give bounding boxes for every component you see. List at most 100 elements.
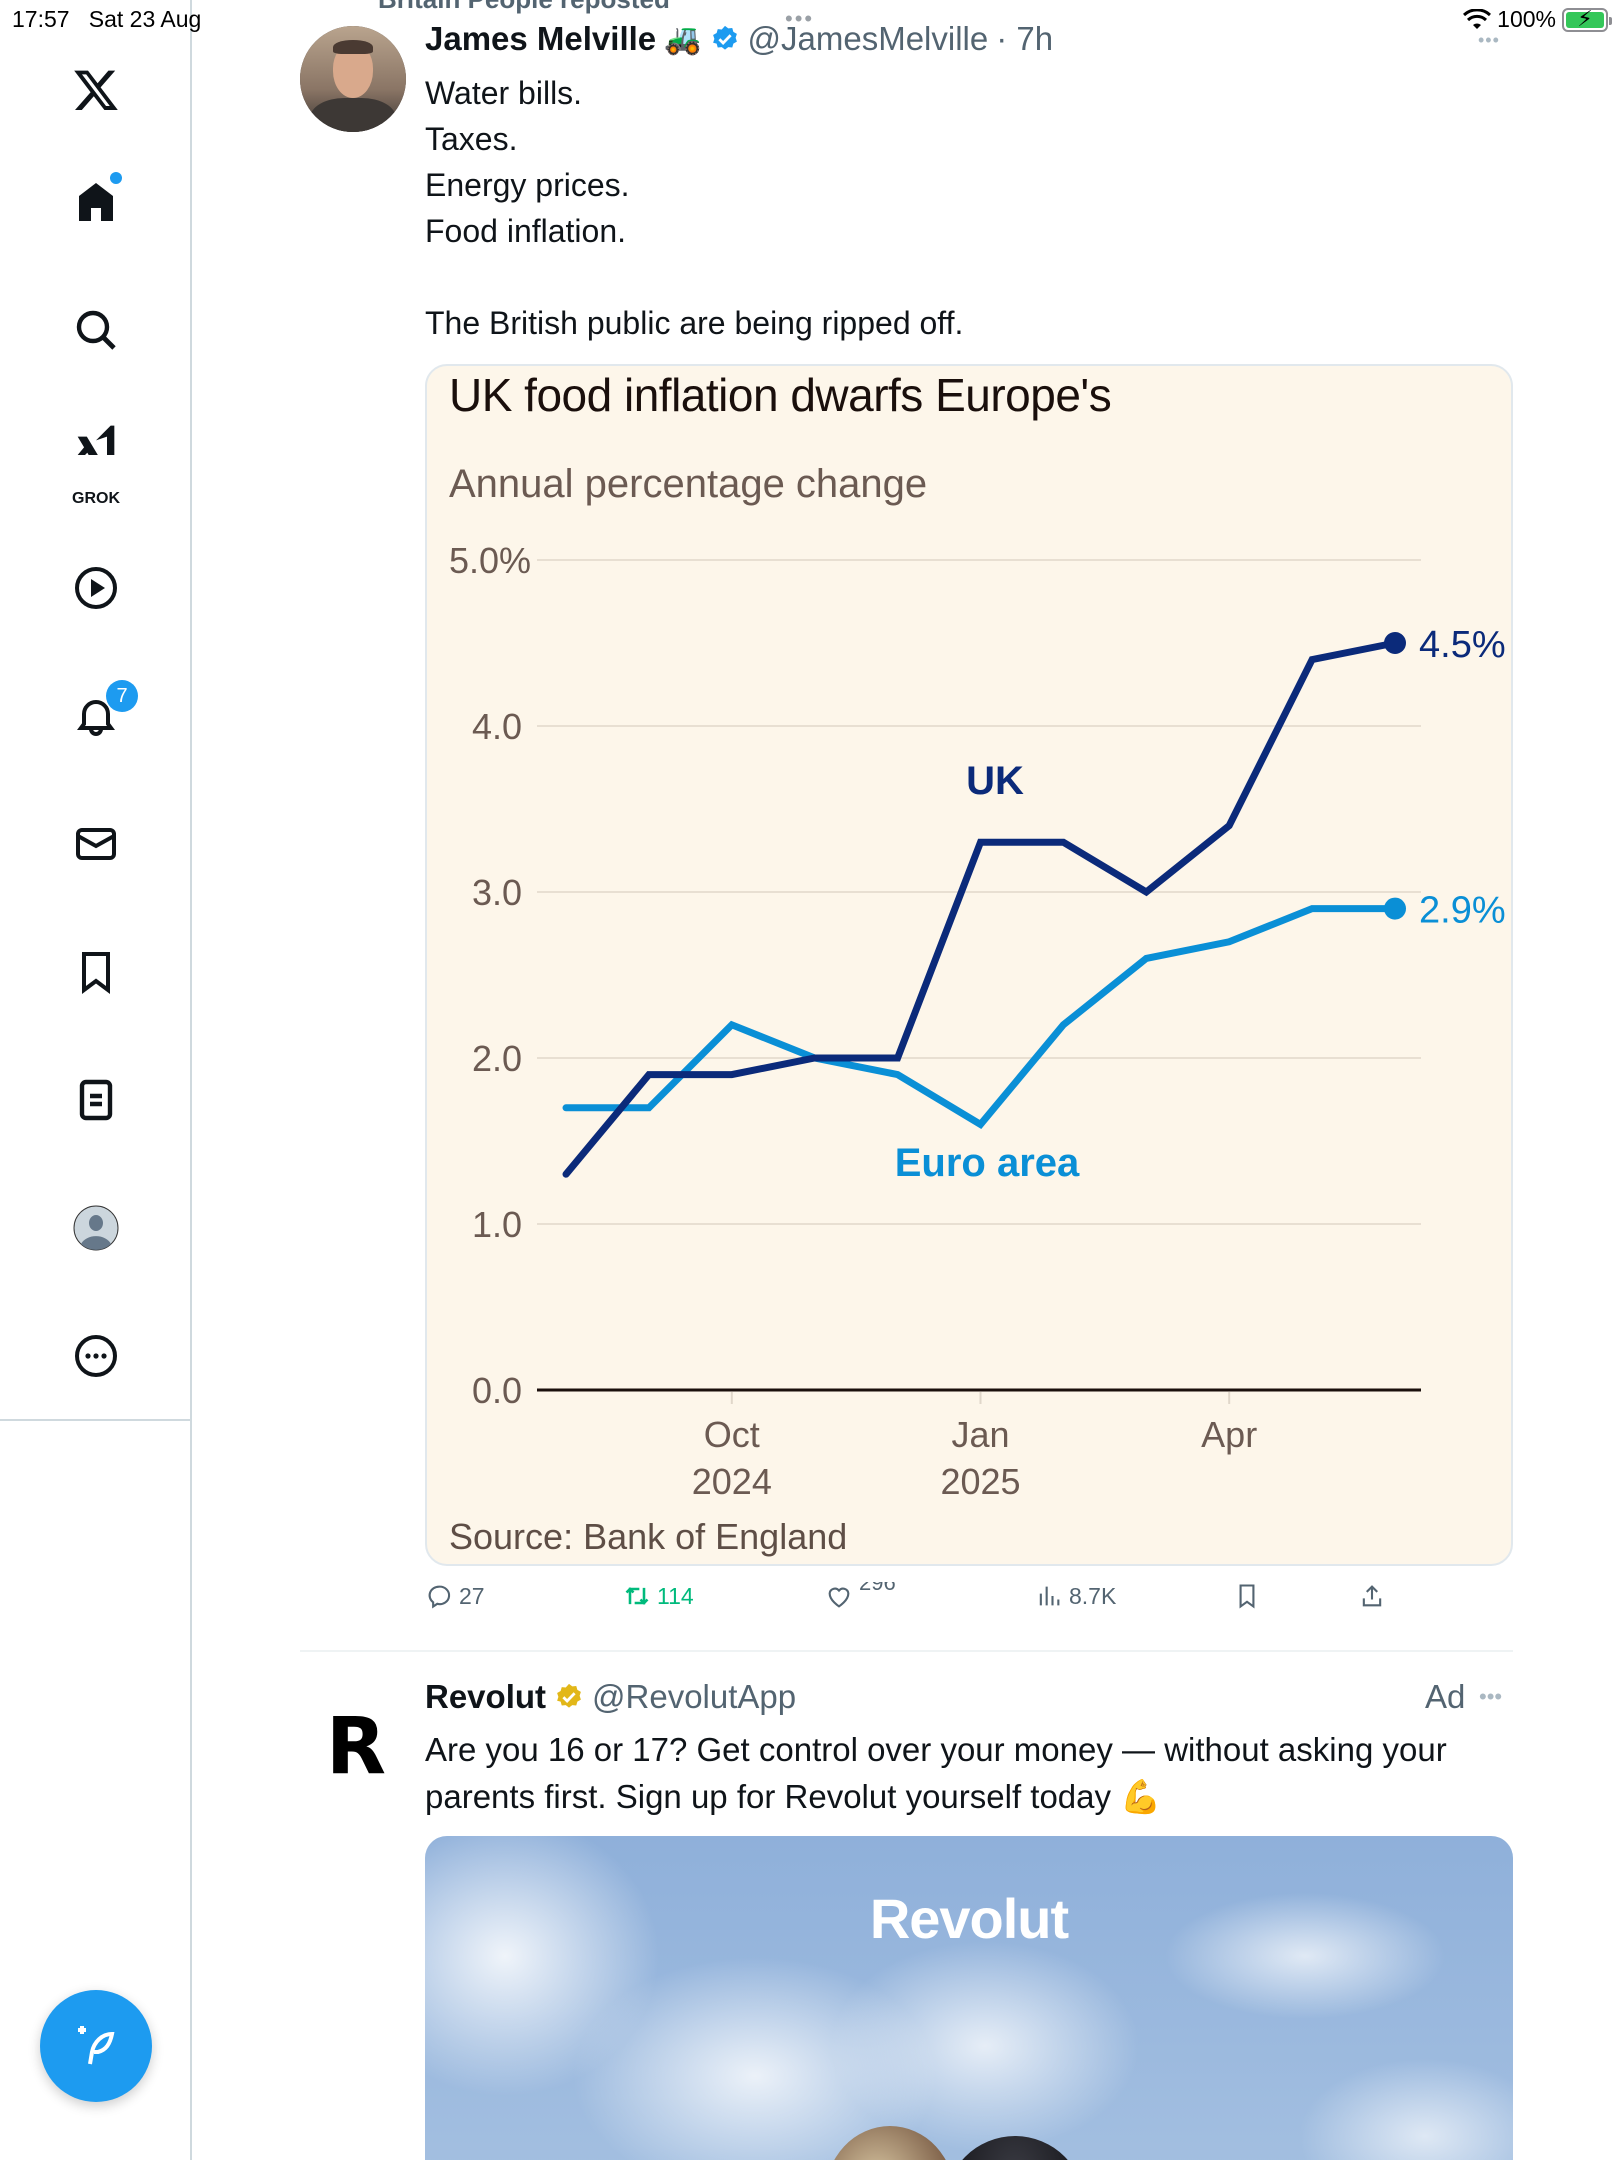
bell-icon [77, 700, 115, 736]
status-bar: 17:57 Sat 23 Aug 100% ⚡ [0, 0, 1620, 40]
sidebar: GROK 7 [0, 0, 192, 2160]
y-tick-label: 4.0 [472, 706, 522, 747]
views-count: 8.7K [1069, 1582, 1117, 1609]
like-count: 296 [859, 1582, 896, 1595]
reply-count: 27 [459, 1582, 485, 1609]
sidebar-divider [0, 1419, 192, 1421]
compose-post-button[interactable] [40, 1990, 152, 2102]
ad-media-person [945, 2136, 1085, 2160]
author-name[interactable]: James Melville [425, 20, 657, 57]
sidebar-item-explore[interactable] [56, 290, 136, 370]
bookmark-icon [1239, 1584, 1255, 1609]
ad-media-image[interactable]: Revolut [425, 1836, 1513, 2160]
share-icon [1362, 1585, 1382, 1607]
home-notification-dot [110, 172, 122, 184]
chart-source: Source: Bank of England [449, 1516, 848, 1557]
compose-feather-icon [78, 2026, 115, 2065]
sidebar-item-notifications[interactable]: 7 [56, 676, 138, 756]
sidebar-item-bookmarks[interactable] [56, 932, 136, 1012]
repost-icon [625, 1587, 649, 1605]
series-line-uk [562, 639, 1399, 1178]
author-handle[interactable]: @JamesMelville [747, 20, 989, 57]
ad-handle[interactable]: @RevolutApp [592, 1678, 797, 1715]
tweet-actions: 27 114 296 8.7K [425, 1582, 1513, 1622]
reply-icon [428, 1585, 451, 1609]
tweet-line: Food inflation. [425, 213, 627, 249]
tweet-line: The British public are being ripped off. [425, 305, 964, 341]
tweet-line: Water bills. [425, 75, 583, 111]
heart-icon [828, 1587, 850, 1608]
sidebar-item-home[interactable] [56, 162, 136, 242]
ad-author-name[interactable]: Revolut [425, 1678, 547, 1715]
repost-indicator[interactable]: Britain People reposted [378, 0, 670, 15]
x-logo-icon [74, 70, 118, 110]
tractor-emoji: 🚜 [664, 22, 702, 56]
sidebar-item-grok[interactable]: GROK [56, 418, 136, 510]
status-time-date: 17:57 Sat 23 Aug [12, 6, 202, 32]
mail-icon [76, 828, 116, 860]
series-label-euro-area: Euro area [895, 1141, 1080, 1185]
ad-text: Are you 16 or 17? Get control over your … [425, 1731, 1447, 1815]
views-chart-icon [1039, 1586, 1060, 1606]
sidebar-item-messages[interactable] [56, 804, 136, 884]
tweet-timestamp[interactable]: · 7h [996, 20, 1054, 57]
series-end-label: 2.9% [1419, 890, 1506, 932]
x-tick-label: Apr [1201, 1414, 1257, 1455]
series-line-euro-area [562, 905, 1399, 1129]
series-label-uk: UK [966, 759, 1024, 803]
bookmark-icon [82, 952, 110, 994]
bookmark-button[interactable] [1233, 1582, 1261, 1610]
repost-button[interactable]: 114 [623, 1582, 694, 1610]
battery-icon: ⚡ [1562, 6, 1612, 32]
views-button[interactable]: 8.7K [1035, 1582, 1116, 1610]
more-icon [75, 1335, 117, 1377]
sidebar-item-lists[interactable] [56, 1060, 136, 1140]
drag-handle-dots[interactable]: ••• [785, 6, 815, 31]
battery-percent: 100% [1497, 6, 1556, 32]
sidebar-item-profile[interactable] [56, 1188, 136, 1268]
list-icon [79, 1079, 113, 1121]
verified-gold-badge-icon [557, 1683, 581, 1708]
ad-label: Ad [1425, 1678, 1466, 1715]
verified-badge-icon [712, 25, 737, 50]
tweet-header: James Melville 🚜 @JamesMelville · 7h [425, 20, 1053, 58]
x-tick-label: 2025 [940, 1461, 1020, 1502]
series-end-marker [1384, 632, 1406, 654]
profile-avatar-icon [73, 1205, 119, 1251]
y-tick-label: 0.0 [472, 1370, 522, 1411]
tweet-divider [300, 1650, 1513, 1652]
like-button[interactable]: 296 [825, 1582, 896, 1612]
x-tick-label: Jan [951, 1414, 1009, 1455]
ad-media-person [825, 2126, 955, 2160]
notification-badge: 7 [106, 680, 138, 712]
chart-subtitle: Annual percentage change [449, 462, 928, 506]
tweet-line-blank [425, 254, 963, 300]
tweet-line: Energy prices. [425, 167, 630, 203]
ad-more-button[interactable]: ••• [1479, 1684, 1503, 1709]
y-tick-label: 1.0 [472, 1204, 522, 1245]
chart-image[interactable]: UK food inflation dwarfs Europe's Annual… [425, 364, 1513, 1566]
line-chart: 0.0 1.0 2.0 3.0 4.0 5.0% Oct 2024 Jan 2025 Apr 2.9%… [449, 540, 1506, 1502]
x-tick-label: Oct [704, 1414, 760, 1455]
series-end-label: 4.5% [1419, 624, 1506, 666]
y-tick-label: 5.0% [449, 540, 531, 581]
x-logo-link[interactable] [56, 50, 136, 130]
tweet-more-button[interactable]: ••• [1478, 30, 1500, 50]
search-icon [76, 310, 116, 350]
status-right: 100% ⚡ [1463, 6, 1612, 33]
series-end-marker [1384, 897, 1406, 920]
tweet-line: Taxes. [425, 121, 518, 157]
sidebar-item-more[interactable] [56, 1316, 136, 1396]
ad-header: Revolut @RevolutApp [425, 1678, 796, 1716]
repost-count: 114 [657, 1582, 694, 1609]
revolut-logo[interactable]: R [326, 1702, 387, 1792]
play-icon [75, 567, 117, 609]
author-avatar[interactable] [300, 26, 406, 132]
sidebar-item-video[interactable] [56, 548, 136, 628]
y-tick-label: 2.0 [472, 1038, 522, 1079]
home-icon [79, 183, 113, 221]
x-tick-label: 2024 [692, 1461, 772, 1502]
y-tick-label: 3.0 [472, 872, 522, 913]
reply-button[interactable]: 27 [425, 1582, 485, 1610]
share-button[interactable] [1358, 1582, 1386, 1610]
